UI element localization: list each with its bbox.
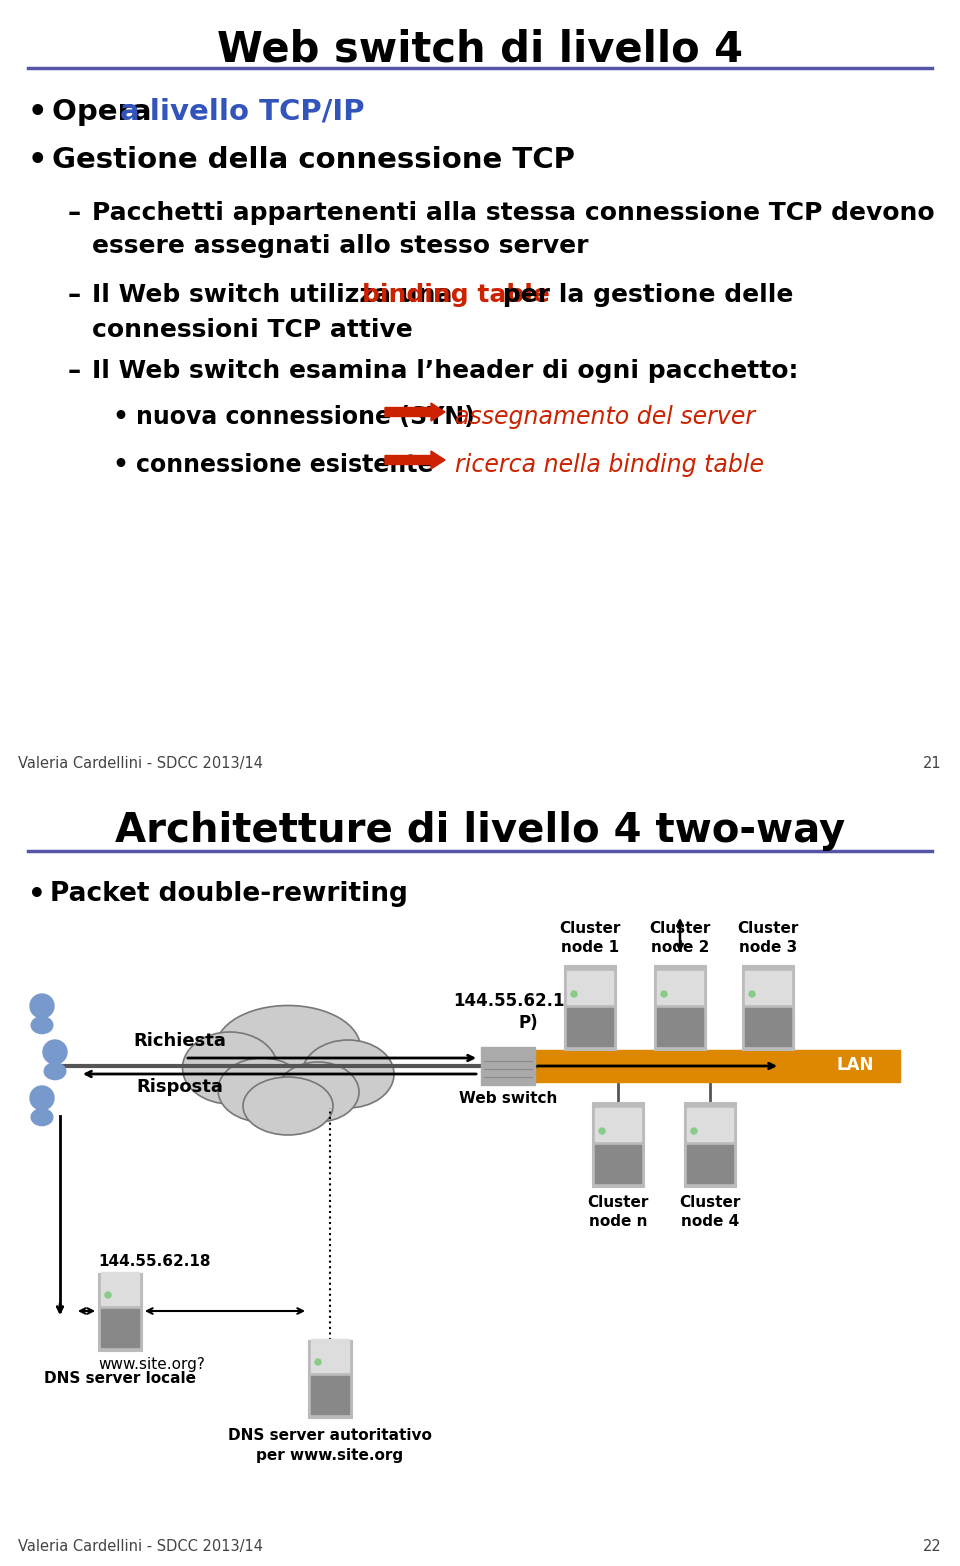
Bar bbox=[567, 1009, 613, 1046]
Circle shape bbox=[599, 1128, 605, 1134]
Text: Valeria Cardellini - SDCC 2013/14: Valeria Cardellini - SDCC 2013/14 bbox=[18, 756, 263, 770]
Text: Il Web switch utilizza una: Il Web switch utilizza una bbox=[92, 283, 461, 307]
Text: 22: 22 bbox=[924, 1539, 942, 1553]
Bar bbox=[742, 965, 794, 1049]
Text: •: • bbox=[28, 882, 46, 908]
Bar bbox=[745, 1009, 791, 1046]
Circle shape bbox=[105, 1292, 111, 1298]
Text: Cluster
node 1: Cluster node 1 bbox=[560, 921, 621, 955]
Bar bbox=[101, 1272, 139, 1304]
Bar bbox=[687, 1145, 733, 1182]
Text: 144.55.62.18(VI
P): 144.55.62.18(VI P) bbox=[453, 991, 603, 1032]
Text: www.site.org?: www.site.org? bbox=[98, 1358, 204, 1372]
Bar bbox=[654, 965, 706, 1049]
Bar bbox=[567, 971, 613, 1004]
Circle shape bbox=[661, 991, 667, 998]
Bar bbox=[657, 1009, 703, 1046]
Bar bbox=[684, 1102, 736, 1187]
Ellipse shape bbox=[243, 1077, 333, 1135]
Text: Risposta: Risposta bbox=[136, 1077, 224, 1096]
Circle shape bbox=[749, 991, 755, 998]
Text: 144.55.62.18: 144.55.62.18 bbox=[98, 1254, 210, 1268]
Bar bbox=[311, 1339, 349, 1372]
Text: DNS server locale: DNS server locale bbox=[44, 1370, 196, 1386]
Text: 21: 21 bbox=[924, 756, 942, 770]
Bar bbox=[101, 1309, 139, 1347]
Text: •: • bbox=[28, 99, 47, 127]
Bar bbox=[564, 965, 616, 1049]
Bar bbox=[311, 1377, 349, 1414]
Ellipse shape bbox=[302, 1040, 394, 1109]
Text: •: • bbox=[112, 453, 128, 478]
Text: nuova connessione (SYN): nuova connessione (SYN) bbox=[136, 406, 475, 429]
Bar bbox=[595, 1109, 641, 1142]
Bar bbox=[687, 1109, 733, 1142]
Ellipse shape bbox=[218, 1059, 306, 1121]
Text: –: – bbox=[68, 200, 82, 227]
Text: •: • bbox=[28, 146, 47, 175]
Text: LAN: LAN bbox=[836, 1055, 874, 1074]
Text: per la gestione delle: per la gestione delle bbox=[494, 283, 793, 307]
FancyArrow shape bbox=[385, 451, 445, 468]
Text: a livello TCP/IP: a livello TCP/IP bbox=[120, 99, 365, 125]
Ellipse shape bbox=[182, 1032, 277, 1104]
Text: –: – bbox=[68, 283, 82, 309]
Bar bbox=[657, 971, 703, 1004]
Text: •: • bbox=[112, 406, 128, 429]
Text: Il Web switch esamina l’header di ogni pacchetto:: Il Web switch esamina l’header di ogni p… bbox=[92, 359, 799, 384]
Text: Richiesta: Richiesta bbox=[133, 1032, 227, 1049]
Bar bbox=[530, 1049, 900, 1082]
Text: Valeria Cardellini - SDCC 2013/14: Valeria Cardellini - SDCC 2013/14 bbox=[18, 1539, 263, 1553]
Text: Web switch di livello 4: Web switch di livello 4 bbox=[217, 28, 743, 70]
Text: binding table: binding table bbox=[362, 283, 550, 307]
Text: Cluster
node 3: Cluster node 3 bbox=[737, 921, 799, 955]
Text: –: – bbox=[68, 359, 82, 385]
Text: connessione esistente: connessione esistente bbox=[136, 453, 434, 478]
Text: Cluster
node 2: Cluster node 2 bbox=[649, 921, 710, 955]
Bar bbox=[592, 1102, 644, 1187]
Text: Opera: Opera bbox=[52, 99, 161, 125]
Bar bbox=[745, 971, 791, 1004]
FancyArrow shape bbox=[385, 402, 445, 421]
Text: assegnamento del server: assegnamento del server bbox=[455, 406, 756, 429]
Ellipse shape bbox=[31, 1016, 53, 1034]
Circle shape bbox=[30, 1085, 54, 1110]
Bar bbox=[98, 1273, 142, 1351]
Ellipse shape bbox=[44, 1063, 66, 1079]
Ellipse shape bbox=[31, 1109, 53, 1126]
Text: Packet double-rewriting: Packet double-rewriting bbox=[50, 882, 408, 907]
Circle shape bbox=[571, 991, 577, 998]
Text: Pacchetti appartenenti alla stessa connessione TCP devono
essere assegnati allo : Pacchetti appartenenti alla stessa conne… bbox=[92, 200, 935, 257]
Circle shape bbox=[315, 1359, 321, 1366]
Text: ricerca nella binding table: ricerca nella binding table bbox=[455, 453, 764, 478]
Text: Gestione della connessione TCP: Gestione della connessione TCP bbox=[52, 146, 575, 174]
Circle shape bbox=[43, 1040, 67, 1063]
Text: Architetture di livello 4 two-way: Architetture di livello 4 two-way bbox=[115, 811, 845, 850]
Ellipse shape bbox=[277, 1062, 359, 1121]
Text: Cluster
node 4: Cluster node 4 bbox=[680, 1195, 741, 1229]
Bar bbox=[595, 1145, 641, 1182]
Circle shape bbox=[30, 994, 54, 1018]
Text: Cluster
node n: Cluster node n bbox=[588, 1195, 649, 1229]
Text: DNS server autoritativo
per www.site.org: DNS server autoritativo per www.site.org bbox=[228, 1428, 432, 1463]
Ellipse shape bbox=[215, 1005, 361, 1090]
Circle shape bbox=[691, 1128, 697, 1134]
Text: Web switch: Web switch bbox=[459, 1092, 557, 1106]
Bar bbox=[308, 1340, 352, 1417]
Bar bbox=[481, 1048, 535, 1085]
Text: connessioni TCP attive: connessioni TCP attive bbox=[92, 318, 413, 341]
